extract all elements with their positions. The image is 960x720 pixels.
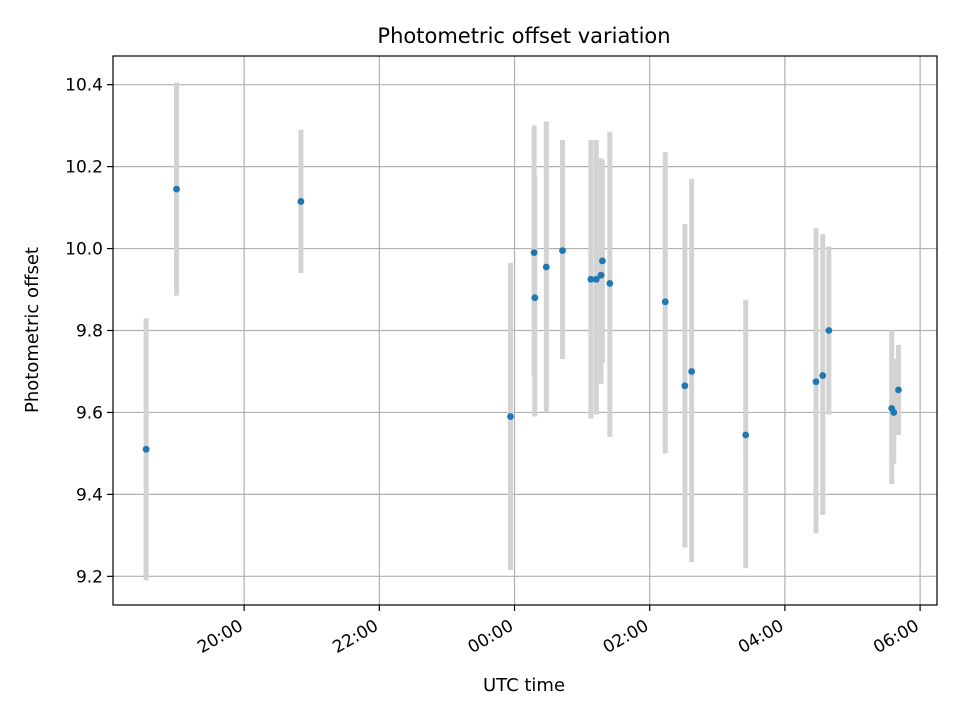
y-tick-label: 9.8 [76,322,103,342]
data-point [825,327,833,334]
data-point [819,372,827,379]
data-point [598,257,606,265]
data-point [531,294,539,302]
y-tick-label: 9.4 [76,485,103,505]
data-point [142,445,150,453]
y-tick-label: 9.6 [76,403,103,423]
data-point [681,382,689,390]
y-tick-label: 10.0 [65,240,103,260]
data-markers [142,185,902,453]
y-axis-ticks: 9.2 9.4 9.6 9.8 10.0 10.2 10.4 [65,76,113,587]
data-point [559,247,566,255]
x-axis-label: UTC time [483,675,565,696]
y-tick-label: 10.2 [65,158,103,178]
data-point [530,249,538,257]
data-point [592,275,600,283]
data-point [173,185,180,193]
grid [113,56,937,605]
data-point [688,368,696,375]
chart-title: Photometric offset variation [377,24,670,48]
data-point [297,198,305,205]
data-point [542,263,550,271]
data-point [742,431,750,439]
data-point [661,298,669,306]
y-tick-label: 10.4 [65,76,103,96]
y-axis-label: Photometric offset [22,247,43,413]
data-point [507,413,514,420]
data-point [895,386,902,394]
data-point [812,378,820,386]
data-point [890,409,898,416]
data-point [606,279,614,287]
data-point [597,271,605,279]
y-tick-label: 9.2 [76,567,103,587]
data-point [587,275,595,283]
